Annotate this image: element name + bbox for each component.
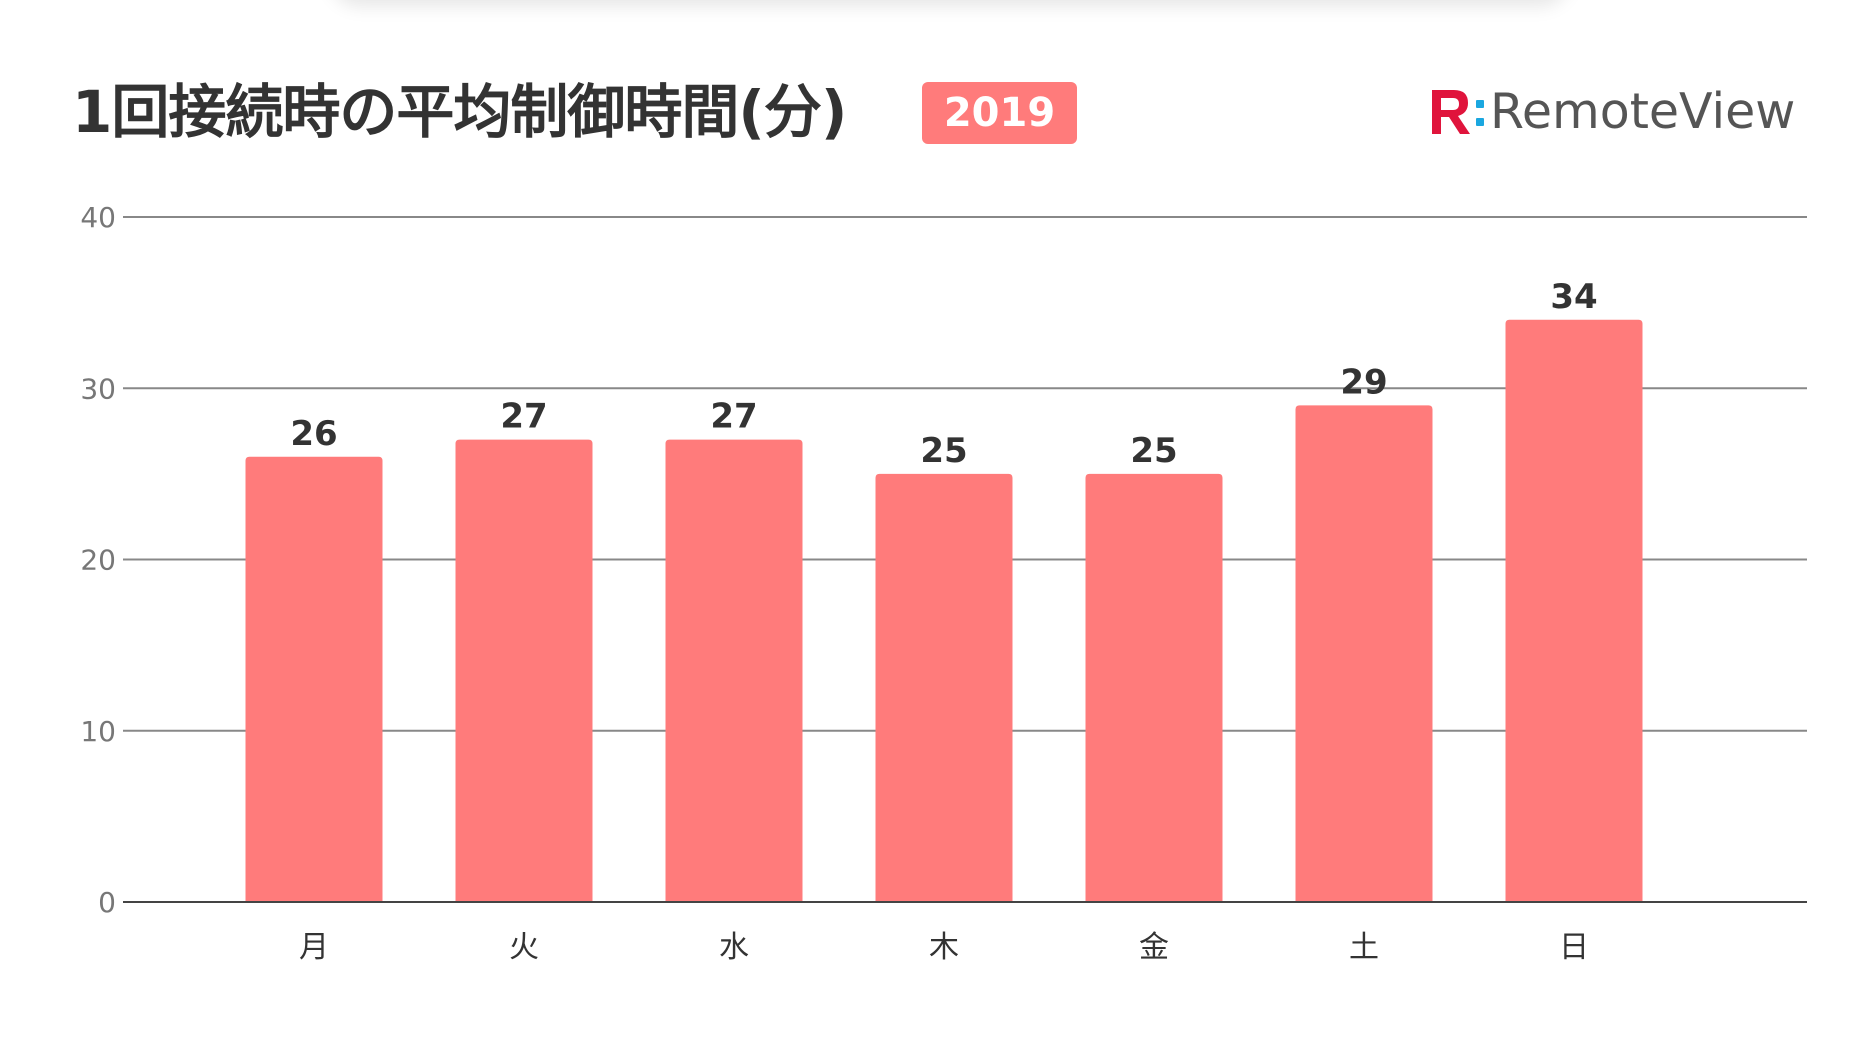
bar-value-label: 26 bbox=[290, 414, 337, 454]
x-category-label: 木 bbox=[929, 930, 959, 965]
x-category-label: 火 bbox=[509, 930, 539, 965]
bar bbox=[1505, 319, 1643, 902]
y-tick-label: 30 bbox=[80, 372, 116, 405]
x-category-label: 金 bbox=[1139, 930, 1169, 965]
bar bbox=[1085, 473, 1223, 902]
bar bbox=[875, 473, 1013, 902]
bar bbox=[665, 439, 803, 902]
bar-value-label: 27 bbox=[710, 397, 757, 437]
bar-value-label: 25 bbox=[1130, 431, 1177, 471]
logo-text: RemoteView bbox=[1490, 83, 1796, 140]
bar-value-label: 34 bbox=[1550, 277, 1597, 317]
year-badge: 2019 bbox=[922, 82, 1077, 144]
bar bbox=[245, 456, 383, 902]
remoteview-logo: RemoteView bbox=[1428, 82, 1795, 142]
remoteview-r-logo-icon bbox=[1432, 90, 1484, 134]
y-tick-label: 40 bbox=[80, 201, 116, 234]
x-category-label: 土 bbox=[1349, 930, 1379, 965]
x-category-label: 水 bbox=[719, 930, 749, 965]
y-tick-label: 0 bbox=[98, 886, 116, 919]
bar bbox=[455, 439, 593, 902]
bar-value-label: 27 bbox=[500, 397, 547, 437]
bar bbox=[1295, 405, 1433, 902]
x-category-label: 月 bbox=[299, 930, 329, 965]
y-tick-label: 20 bbox=[80, 544, 116, 577]
bar-value-label: 29 bbox=[1340, 362, 1387, 402]
x-category-label: 日 bbox=[1559, 930, 1589, 965]
bar-value-label: 25 bbox=[920, 431, 967, 471]
y-tick-label: 10 bbox=[80, 715, 116, 748]
chart-title: 1回接続時の平均制御時間(分) bbox=[72, 78, 847, 146]
